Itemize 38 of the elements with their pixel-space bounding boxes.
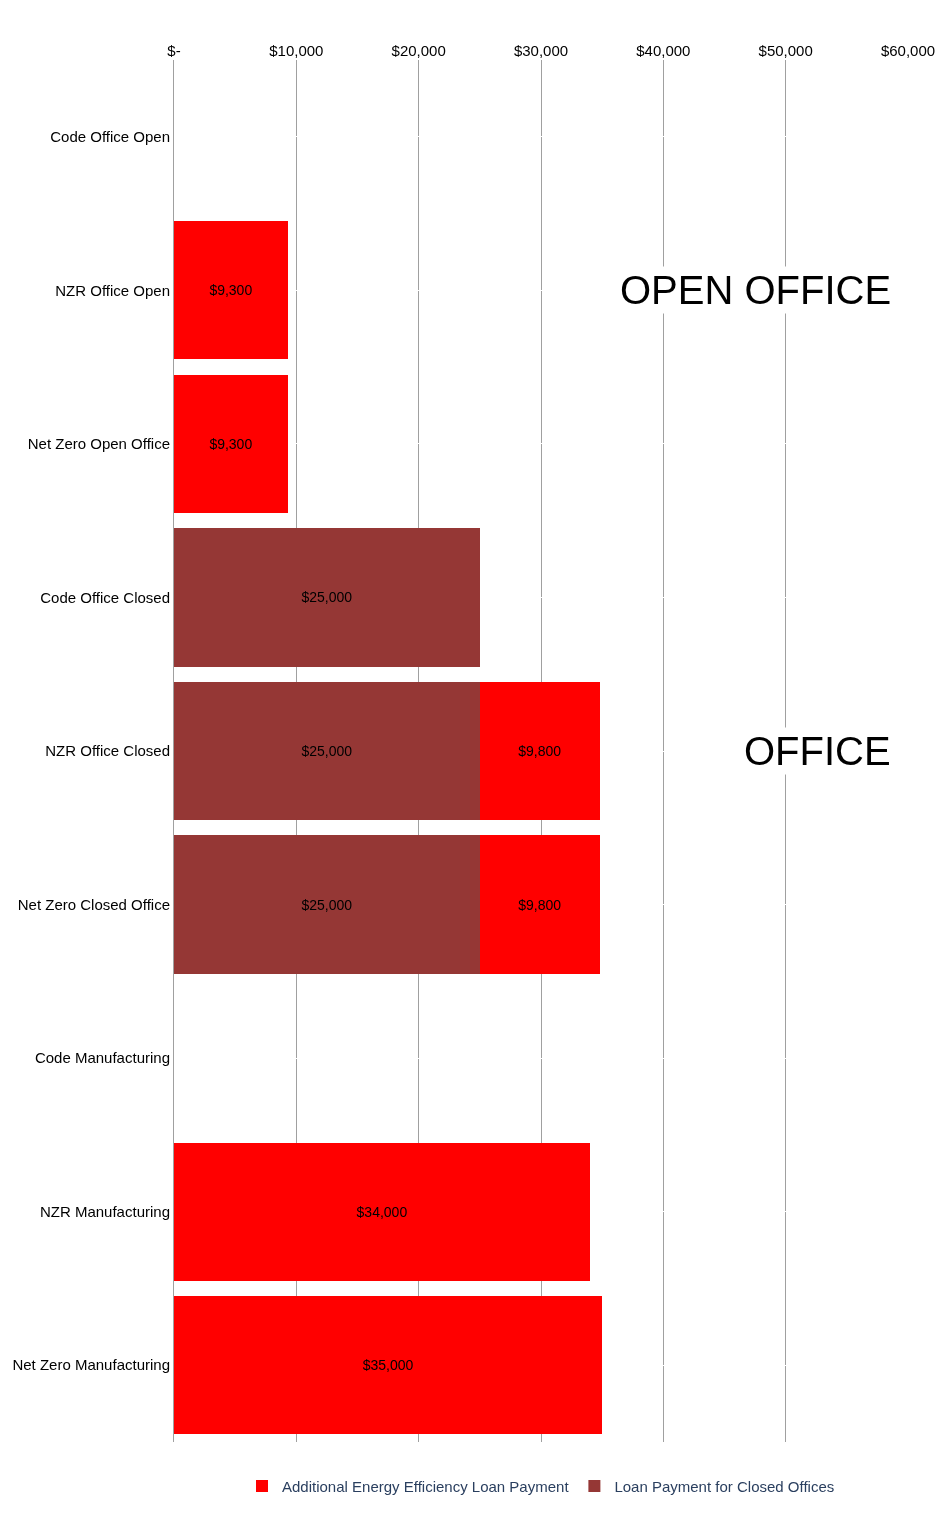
legend-label: Loan Payment for Closed Offices bbox=[614, 1477, 835, 1495]
bar bbox=[174, 1142, 590, 1281]
bar bbox=[174, 374, 288, 513]
annotation: OFFICE bbox=[744, 729, 891, 773]
bar bbox=[479, 681, 600, 821]
data-label: $9,300 bbox=[209, 435, 253, 452]
bar bbox=[174, 221, 288, 360]
annotation: OPEN OFFICE bbox=[620, 268, 892, 312]
bar bbox=[174, 681, 480, 821]
y-tick-label: NZR Manufacturing bbox=[39, 1202, 170, 1220]
data-label: $9,800 bbox=[518, 743, 562, 759]
y-tick-label: Net Zero Open Office bbox=[27, 435, 170, 453]
y-tick-label: Code Office Closed bbox=[40, 588, 170, 606]
data-label: $9,300 bbox=[209, 282, 253, 299]
y-tick-label: Net Zero Closed Office bbox=[17, 895, 170, 913]
bar bbox=[174, 528, 480, 667]
x-tick-label: $- bbox=[167, 42, 181, 59]
x-tick-label: $30,000 bbox=[513, 42, 569, 59]
x-tick-label: $40,000 bbox=[636, 42, 691, 59]
x-tick-label: $50,000 bbox=[758, 42, 813, 59]
y-tick-label: Net Zero Manufacturing bbox=[12, 1356, 170, 1374]
data-label: $25,000 bbox=[301, 589, 353, 606]
data-label: $34,000 bbox=[356, 1203, 408, 1220]
bar bbox=[174, 1296, 603, 1435]
y-tick-label: Code Office Open bbox=[50, 128, 170, 146]
data-label: $25,000 bbox=[301, 896, 353, 913]
x-tick-label: $10,000 bbox=[269, 42, 324, 59]
bar bbox=[174, 835, 480, 974]
y-tick-label: NZR Office Open bbox=[55, 281, 170, 299]
x-tick-label: $20,000 bbox=[391, 42, 446, 59]
data-label: $25,000 bbox=[301, 743, 353, 759]
x-tick-label: $60,000 bbox=[880, 42, 936, 59]
y-tick-label: NZR Office Closed bbox=[45, 742, 170, 760]
bar bbox=[479, 835, 600, 974]
data-label: $9,800 bbox=[518, 896, 562, 913]
legend-label: Additional Energy Efficiency Loan Payment bbox=[282, 1477, 570, 1495]
data-label: $35,000 bbox=[362, 1357, 414, 1374]
y-tick-label: Code Manufacturing bbox=[34, 1049, 170, 1067]
